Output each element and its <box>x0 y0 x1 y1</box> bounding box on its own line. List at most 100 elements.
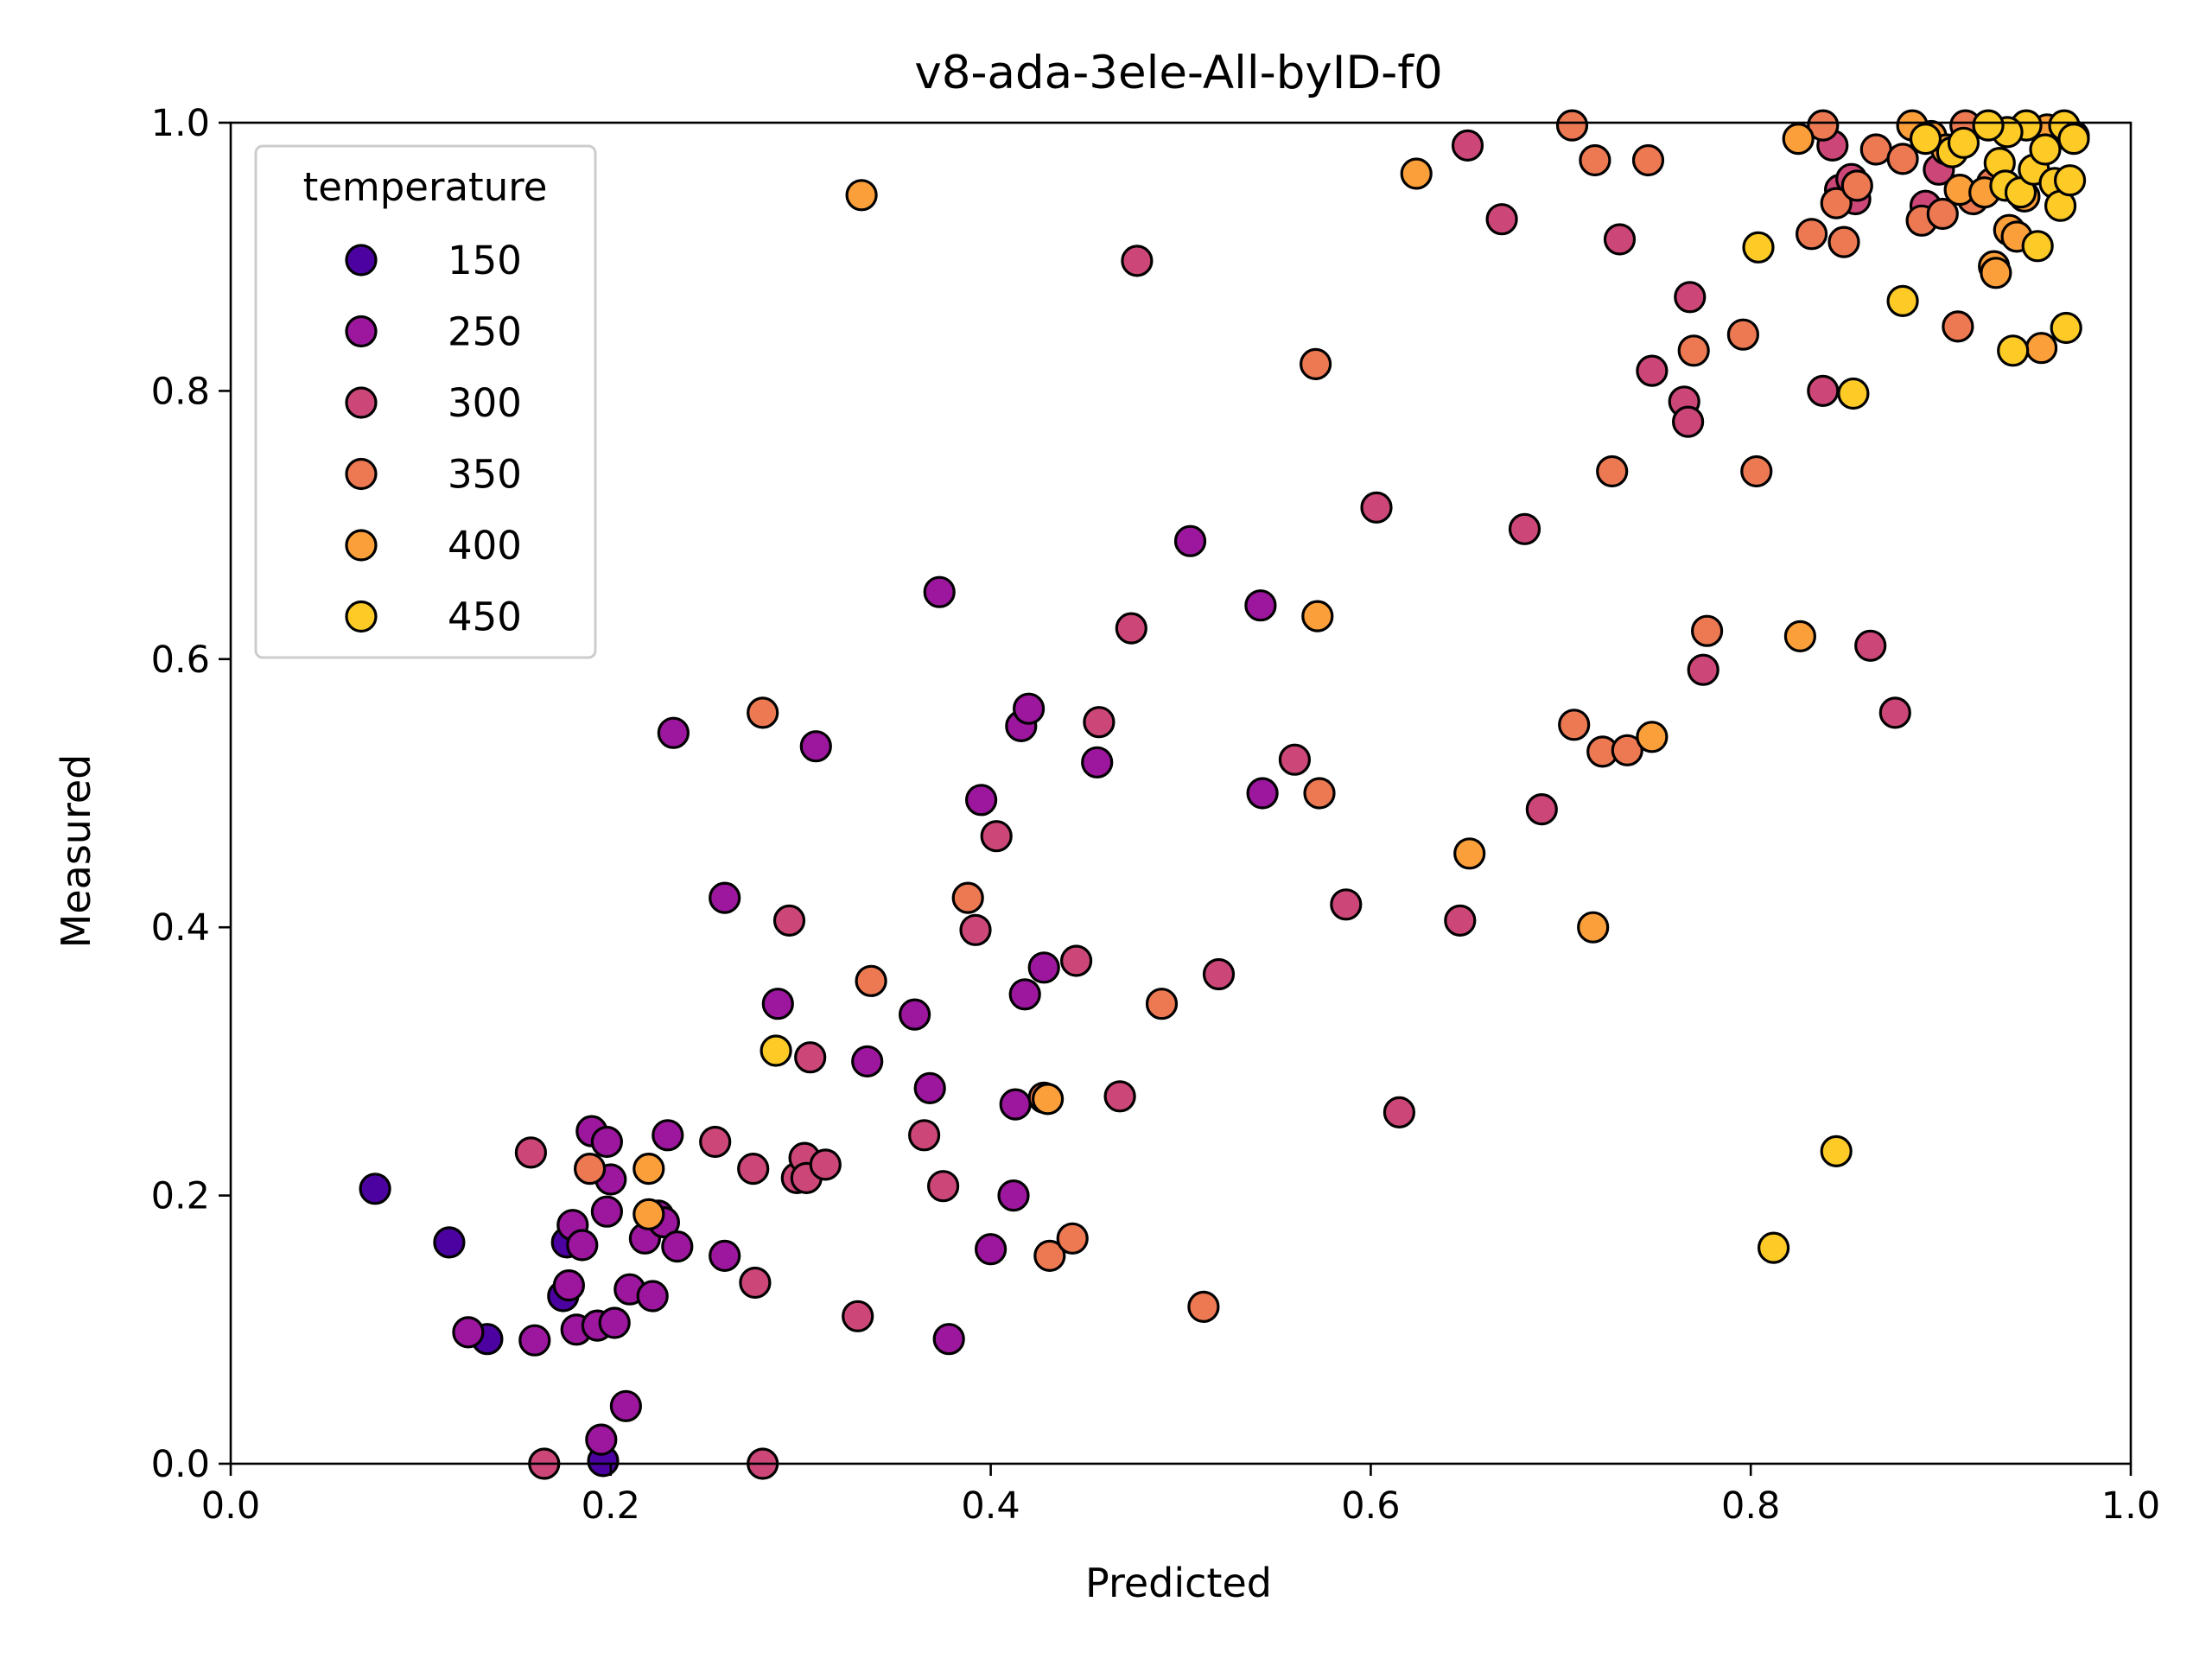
data-point-250-42 <box>1246 777 1279 810</box>
data-point-350-5 <box>1033 1239 1066 1273</box>
data-point-250-35 <box>1008 978 1041 1011</box>
plot-frame <box>229 121 2133 1465</box>
data-point-250-38 <box>1027 951 1060 984</box>
data-point-300-37 <box>1687 653 1719 686</box>
data-point-300-43 <box>1878 696 1911 729</box>
data-point-250-27 <box>898 998 931 1031</box>
data-point-350-30 <box>1942 310 1974 343</box>
data-point-250-40 <box>1173 524 1207 557</box>
data-point-300-3 <box>737 1152 770 1185</box>
data-point-400-21 <box>2025 332 2058 365</box>
y-tick-label: 0.6 <box>151 639 210 682</box>
data-point-450-24 <box>1972 109 2005 142</box>
data-point-450-8 <box>1947 126 1980 159</box>
data-point-300-35 <box>1671 405 1705 438</box>
data-point-350-27 <box>1886 143 1919 175</box>
data-point-350-17 <box>1631 143 1665 177</box>
data-point-300-13 <box>907 1119 941 1152</box>
axes: 0.0 0.2 0.4 0.6 0.8 1.0 0.0 0.2 0.4 0.6 0.8 1.0 <box>151 102 2161 1528</box>
data-point-350-23 <box>1820 187 1853 219</box>
data-point-400-17 <box>1980 257 2012 289</box>
data-point-450-15 <box>2021 230 2054 263</box>
data-point-350-13 <box>1579 143 1611 177</box>
data-point-250-31 <box>964 784 998 817</box>
data-point-450-0 <box>760 1034 792 1067</box>
data-point-400-2 <box>845 179 878 212</box>
data-point-250-19 <box>652 1119 684 1152</box>
x-tick-label: 0.0 <box>201 1484 260 1528</box>
data-point-450-20 <box>2050 311 2082 345</box>
legend-marker-350 <box>345 457 378 491</box>
y-tick-label: 0.2 <box>151 1175 210 1218</box>
legend-label-350: 350 <box>448 452 522 498</box>
data-point-450-2 <box>1758 1231 1790 1264</box>
data-point-450-1 <box>1742 231 1775 264</box>
data-point-350-12 <box>1558 709 1591 741</box>
data-point-350-34 <box>1807 109 1840 142</box>
data-point-300-24 <box>1330 888 1363 921</box>
data-point-400-4 <box>1301 600 1334 632</box>
data-point-350-2 <box>855 964 887 997</box>
data-point-350-1 <box>747 696 779 729</box>
legend-marker-400 <box>345 529 378 562</box>
data-point-300-23 <box>1278 743 1312 776</box>
data-point-350-8 <box>1187 1290 1220 1324</box>
data-point-300-11 <box>809 1148 842 1181</box>
data-point-250-29 <box>923 575 956 608</box>
data-point-400-1 <box>632 1198 665 1230</box>
data-point-300-27 <box>1444 904 1477 938</box>
x-axis-label: Predicted <box>1085 1560 1272 1606</box>
data-point-350-0 <box>573 1152 607 1185</box>
data-point-450-21 <box>2054 164 2087 197</box>
data-point-450-6 <box>1909 123 1942 156</box>
data-point-250-28 <box>913 1071 946 1105</box>
data-point-300-36 <box>1674 281 1707 314</box>
data-point-400-0 <box>632 1152 665 1185</box>
data-point-350-6 <box>1056 1222 1089 1255</box>
data-point-250-12 <box>598 1306 631 1339</box>
y-axis-label: Measured <box>53 754 99 949</box>
legend-label-400: 400 <box>448 523 522 569</box>
data-point-250-23 <box>709 881 741 914</box>
data-point-450-4 <box>1837 377 1870 410</box>
data-point-350-25 <box>1840 169 1873 202</box>
data-point-300-15 <box>959 913 992 946</box>
data-point-450-11 <box>1997 334 2030 367</box>
data-point-250-32 <box>974 1233 1007 1266</box>
y-tick-label: 1.0 <box>151 102 210 145</box>
data-point-300-18 <box>1083 706 1116 739</box>
data-point-400-5 <box>1400 157 1433 190</box>
legend-marker-450 <box>345 600 378 633</box>
data-point-350-11 <box>1555 109 1589 142</box>
data-point-250-2 <box>552 1268 586 1302</box>
data-point-400-8 <box>1636 721 1669 753</box>
data-point-350-15 <box>1596 454 1629 488</box>
legend-marker-300 <box>345 386 378 419</box>
data-point-300-12 <box>842 1300 874 1332</box>
legend-label-250: 250 <box>448 309 522 355</box>
data-point-300-46 <box>1854 629 1887 662</box>
data-point-150-1 <box>433 1226 466 1259</box>
data-point-350-29 <box>1926 197 1959 231</box>
data-point-250-22 <box>709 1239 741 1273</box>
data-point-300-30 <box>1508 512 1541 545</box>
data-point-250-21 <box>657 716 690 749</box>
data-point-350-21 <box>1740 454 1773 488</box>
data-point-300-38 <box>1807 374 1840 407</box>
data-point-250-1 <box>518 1324 551 1357</box>
data-point-350-26 <box>1859 133 1892 166</box>
x-tick-label: 0.4 <box>961 1484 1020 1528</box>
data-point-250-26 <box>851 1045 884 1078</box>
data-point-350-9 <box>1299 347 1332 380</box>
data-point-350-22 <box>1796 218 1828 251</box>
data-point-400-9 <box>1783 620 1816 653</box>
x-tick-label: 1.0 <box>2101 1484 2160 1528</box>
data-point-350-16 <box>1611 734 1643 766</box>
data-point-450-16 <box>2029 133 2062 166</box>
legend-marker-250 <box>345 315 378 348</box>
data-point-250-33 <box>997 1179 1030 1212</box>
data-point-400-3 <box>1031 1083 1065 1116</box>
data-point-350-10 <box>1303 777 1336 810</box>
x-tick-label: 0.2 <box>582 1484 640 1528</box>
